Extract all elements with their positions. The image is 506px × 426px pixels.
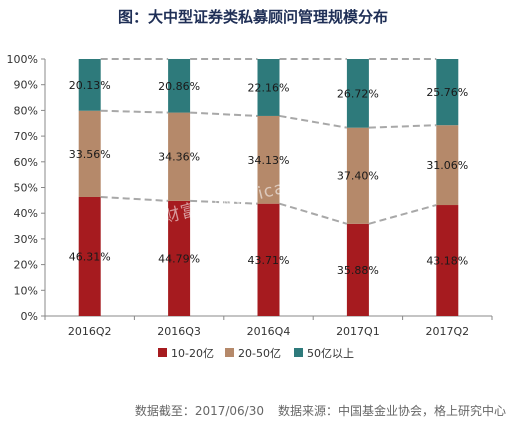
data-label: 22.16% — [248, 81, 290, 94]
data-label: 43.18% — [426, 255, 468, 268]
series-connector-line — [190, 199, 258, 205]
x-tick-label: 2017Q1 — [336, 325, 380, 338]
data-label: 31.06% — [426, 159, 468, 172]
y-tick-label: 60% — [14, 156, 38, 169]
legend-label: 10-20亿 — [171, 347, 214, 360]
data-label: 20.13% — [69, 79, 111, 92]
y-tick-label: 100% — [7, 53, 38, 66]
series-connector-line — [279, 202, 348, 225]
y-tick-label: 40% — [14, 207, 38, 220]
chart-title: 图：大中型证券类私募顾问管理规模分布 — [117, 8, 388, 26]
y-tick-label: 20% — [14, 259, 38, 272]
series-connector-line — [100, 195, 169, 202]
bar-segment — [257, 59, 280, 116]
data-label: 20.86% — [158, 80, 200, 93]
y-tick-label: 30% — [14, 233, 38, 246]
y-tick-label: 50% — [14, 182, 38, 195]
y-tick-label: 70% — [14, 130, 38, 143]
chart-footer: 数据截至：2017/06/30 数据来源：中国基金业协会，格上研究中心 — [0, 402, 506, 419]
bar-segment — [78, 196, 101, 316]
data-label: 34.36% — [158, 151, 200, 164]
x-tick-label: 2017Q2 — [425, 325, 469, 338]
data-label: 33.56% — [69, 148, 111, 161]
data-label: 44.79% — [158, 252, 200, 265]
legend-swatch — [158, 348, 167, 357]
y-tick-label: 10% — [14, 284, 38, 297]
y-tick-label: 0% — [21, 310, 38, 323]
bar-segment — [257, 115, 280, 204]
data-date-note: 数据截至：2017/06/30 — [134, 404, 264, 418]
data-label: 37.40% — [337, 170, 379, 183]
bar-segment — [436, 205, 459, 316]
data-label: 25.76% — [426, 86, 468, 99]
y-tick-label: 80% — [14, 104, 38, 117]
bar-segment — [168, 200, 191, 316]
x-tick-label: 2016Q4 — [247, 325, 291, 338]
bar-segment — [257, 203, 280, 316]
data-label: 34.13% — [248, 154, 290, 167]
bar-segment — [78, 110, 101, 197]
legend-label: 20-50亿 — [238, 347, 281, 360]
series-connector-line — [368, 204, 437, 225]
bar-segment — [346, 59, 369, 128]
x-tick-label: 2016Q3 — [157, 325, 201, 338]
y-tick-label: 90% — [14, 79, 38, 92]
bar-segment — [346, 223, 369, 316]
bar-segment — [168, 58, 191, 113]
data-label: 26.72% — [337, 87, 379, 100]
data-label: 35.88% — [337, 264, 379, 277]
legend-swatch — [294, 348, 303, 357]
series-connector-line — [368, 124, 437, 129]
data-label: 46.31% — [69, 250, 111, 263]
bar-segment — [168, 112, 191, 201]
legend-swatch — [225, 348, 234, 357]
bar-segment — [78, 59, 101, 111]
series-connector-line — [100, 109, 169, 114]
data-label: 43.71% — [248, 254, 290, 267]
bar-segment — [436, 59, 459, 126]
legend-label: 50亿以上 — [307, 347, 354, 360]
bar-segment — [436, 125, 459, 206]
series-connector-line — [190, 111, 258, 117]
bar-segment — [346, 127, 369, 224]
series-connector-line — [279, 114, 348, 129]
x-tick-label: 2016Q2 — [68, 325, 112, 338]
data-source-note: 数据来源：中国基金业协会，格上研究中心 — [277, 404, 506, 418]
